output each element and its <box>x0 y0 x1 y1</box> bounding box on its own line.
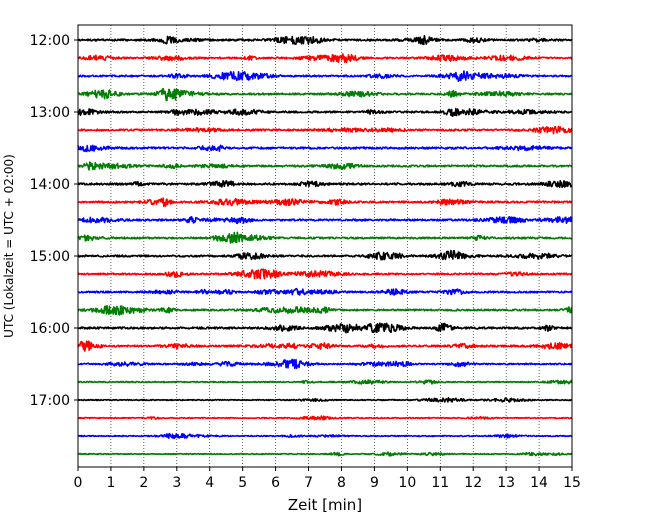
trace-1715 <box>77 415 573 421</box>
y-tick-label: 16:00 <box>30 321 70 337</box>
trace-1730 <box>77 432 573 440</box>
trace-1615 <box>77 340 573 352</box>
trace-1445 <box>77 231 573 244</box>
y-tick-label: 14:00 <box>30 177 70 193</box>
trace-1700 <box>77 397 573 403</box>
plot-frame <box>77 24 573 468</box>
trace-1545 <box>77 304 573 316</box>
plot-background <box>78 25 572 467</box>
trace-1400 <box>77 179 573 189</box>
trace-1315 <box>77 125 573 135</box>
x-tick-label: 5 <box>238 475 247 491</box>
trace-1215 <box>77 53 573 64</box>
x-tick-label: 1 <box>106 475 115 491</box>
trace-1500 <box>77 249 573 261</box>
traces <box>77 35 573 457</box>
y-tick-label: 15:00 <box>30 249 70 265</box>
x-axis-label: Zeit [min] <box>288 496 362 514</box>
x-tick-label: 6 <box>271 475 280 491</box>
trace-1430 <box>77 215 573 225</box>
y-axis-label: UTC (Lokalzeit = UTC + 02:00) <box>2 154 16 338</box>
trace-1330 <box>77 144 573 153</box>
trace-1530 <box>77 287 573 296</box>
x-tick-label: 8 <box>337 475 346 491</box>
y-tick-label: 12:00 <box>30 33 70 49</box>
x-tick-label: 0 <box>74 475 83 491</box>
x-tick-label: 3 <box>172 475 181 491</box>
trace-1745 <box>77 451 573 457</box>
x-tick-label: 4 <box>205 475 214 491</box>
x-tick-label: 9 <box>370 475 379 491</box>
trace-1300 <box>77 107 573 117</box>
x-tick-label: 11 <box>431 475 449 491</box>
y-axis-ticks: 12:00 13:00 14:00 15:00 16:00 17:00 <box>30 33 78 409</box>
trace-1345 <box>77 161 573 171</box>
y-tick-label: 13:00 <box>30 105 70 121</box>
trace-1245 <box>77 88 573 102</box>
trace-1415 <box>77 197 573 208</box>
x-axis-ticks: 0 1 2 3 4 5 6 7 8 9 10 11 12 13 14 15 <box>74 467 581 491</box>
trace-1600 <box>77 322 573 334</box>
x-tick-label: 14 <box>530 475 548 491</box>
trace-1645 <box>77 379 573 385</box>
x-tick-label: 10 <box>398 475 416 491</box>
trace-1630 <box>77 358 573 370</box>
trace-1515 <box>77 268 573 280</box>
x-tick-label: 15 <box>563 475 581 491</box>
y-tick-label: 17:00 <box>30 393 70 409</box>
x-tick-label: 2 <box>139 475 148 491</box>
trace-1200 <box>77 35 573 46</box>
x-tick-label: 12 <box>464 475 482 491</box>
trace-1230 <box>77 70 573 82</box>
x-tick-label: 7 <box>304 475 313 491</box>
x-tick-label: 13 <box>497 475 515 491</box>
